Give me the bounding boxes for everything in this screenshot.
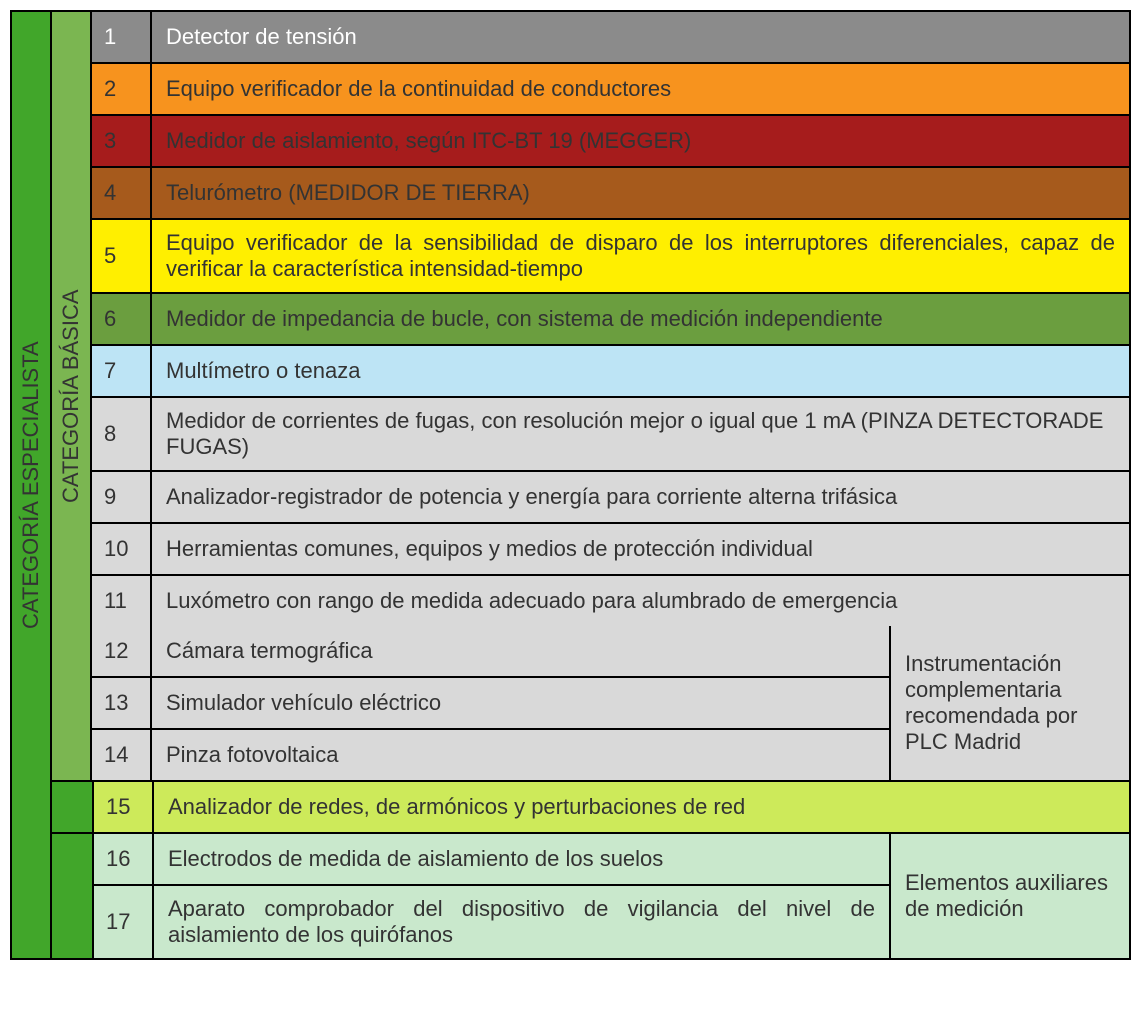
spacer bbox=[52, 782, 94, 832]
row-description: Equipo verificador de la continuidad de … bbox=[152, 64, 1129, 114]
row-description: Telurómetro (MEDIDOR DE TIERRA) bbox=[152, 168, 1129, 218]
table-row: 5Equipo verificador de la sensibilidad d… bbox=[92, 220, 1129, 294]
row-number: 17 bbox=[94, 886, 154, 958]
table-row: 7Multímetro o tenaza bbox=[92, 346, 1129, 398]
table-row: 16Electrodos de medida de aislamiento de… bbox=[94, 834, 889, 886]
row-description: Luxómetro con rango de medida adecuado p… bbox=[152, 576, 1129, 626]
row-description: Analizador-registrador de potencia y ene… bbox=[152, 472, 1129, 522]
table-row: 8Medidor de corrientes de fugas, con res… bbox=[92, 398, 1129, 472]
row-number: 10 bbox=[92, 524, 152, 574]
row-description: Equipo verificador de la sensibilidad de… bbox=[152, 220, 1129, 292]
table-row: 2Equipo verificador de la continuidad de… bbox=[92, 64, 1129, 116]
group-instrumentacion: 12Cámara termográfica13Simulador vehícul… bbox=[92, 626, 1129, 780]
row-number: 13 bbox=[92, 678, 152, 728]
side-auxiliares: Elementos auxiliares de medición bbox=[889, 834, 1129, 958]
table-row: 4Telurómetro (MEDIDOR DE TIERRA) bbox=[92, 168, 1129, 220]
table-row: 14Pinza fotovoltaica bbox=[92, 730, 889, 780]
table-row: 13Simulador vehículo eléctrico bbox=[92, 678, 889, 730]
table-row: 6Medidor de impedancia de bucle, con sis… bbox=[92, 294, 1129, 346]
side-instrumentacion-text: Instrumentación complementaria recomenda… bbox=[905, 651, 1115, 755]
row-description: Multímetro o tenaza bbox=[152, 346, 1129, 396]
row-description: Medidor de aislamiento, según ITC-BT 19 … bbox=[152, 116, 1129, 166]
row-description: Analizador de redes, de armónicos y pert… bbox=[154, 782, 1129, 832]
row-description: Pinza fotovoltaica bbox=[152, 730, 889, 780]
row-number: 6 bbox=[92, 294, 152, 344]
label-especialista: CATEGORÍA ESPECIALISTA bbox=[12, 12, 52, 958]
row-number: 4 bbox=[92, 168, 152, 218]
table-row: 10Herramientas comunes, equipos y medios… bbox=[92, 524, 1129, 576]
row-description: Simulador vehículo eléctrico bbox=[152, 678, 889, 728]
table-row: 12Cámara termográfica bbox=[92, 626, 889, 678]
row-number: 16 bbox=[94, 834, 154, 884]
row-description: Herramientas comunes, equipos y medios d… bbox=[152, 524, 1129, 574]
table-row: 3Medidor de aislamiento, según ITC-BT 19… bbox=[92, 116, 1129, 168]
side-auxiliares-text: Elementos auxiliares de medición bbox=[905, 870, 1115, 922]
group-auxiliares: 16Electrodos de medida de aislamiento de… bbox=[52, 834, 1129, 958]
row-number: 15 bbox=[94, 782, 154, 832]
row-number: 14 bbox=[92, 730, 152, 780]
row-description: Cámara termográfica bbox=[152, 626, 889, 676]
row-number: 9 bbox=[92, 472, 152, 522]
table-row: 1Detector de tensión bbox=[92, 12, 1129, 64]
row-number: 11 bbox=[92, 576, 152, 626]
row-number: 3 bbox=[92, 116, 152, 166]
row-number: 1 bbox=[92, 12, 152, 62]
table-row: 9Analizador-registrador de potencia y en… bbox=[92, 472, 1129, 524]
row-number: 5 bbox=[92, 220, 152, 292]
table-row: 15 Analizador de redes, de armónicos y p… bbox=[52, 782, 1129, 834]
table-row: 11Luxómetro con rango de medida adecuado… bbox=[92, 576, 1129, 626]
row-description: Aparato comprobador del dispositivo de v… bbox=[154, 886, 889, 958]
basica-section: CATEGORÍA BÁSICA 1Detector de tensión2Eq… bbox=[52, 12, 1129, 782]
spacer bbox=[52, 834, 94, 958]
label-basica: CATEGORÍA BÁSICA bbox=[52, 12, 92, 780]
row-number: 7 bbox=[92, 346, 152, 396]
row-number: 8 bbox=[92, 398, 152, 470]
content-column: CATEGORÍA BÁSICA 1Detector de tensión2Eq… bbox=[52, 12, 1129, 958]
row-number: 12 bbox=[92, 626, 152, 676]
row-number: 2 bbox=[92, 64, 152, 114]
side-instrumentacion: Instrumentación complementaria recomenda… bbox=[889, 626, 1129, 780]
table-row: 17Aparato comprobador del dispositivo de… bbox=[94, 886, 889, 958]
row-description: Medidor de impedancia de bucle, con sist… bbox=[152, 294, 1129, 344]
row-description: Medidor de corrientes de fugas, con reso… bbox=[152, 398, 1129, 470]
category-table: CATEGORÍA ESPECIALISTA CATEGORÍA BÁSICA … bbox=[10, 10, 1131, 960]
row-description: Electrodos de medida de aislamiento de l… bbox=[154, 834, 889, 884]
row-description: Detector de tensión bbox=[152, 12, 1129, 62]
